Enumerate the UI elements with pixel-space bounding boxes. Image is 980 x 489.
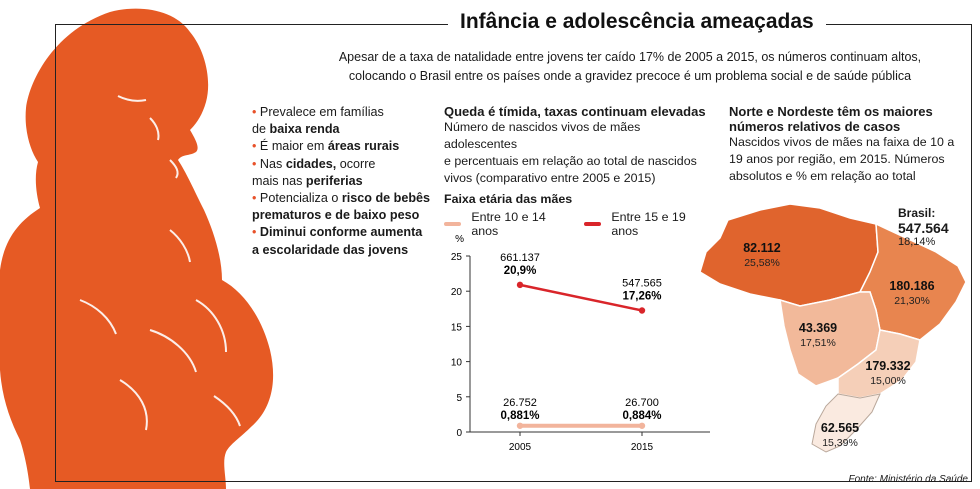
region-norte — [699, 203, 879, 307]
map-value-centro-oeste: 43.369 — [799, 321, 837, 335]
y-tick-label: 5 — [456, 393, 462, 404]
bullet-list: • Prevalece em famílias de baixa renda •… — [252, 104, 442, 259]
intro-text: Apesar de a taxa de natalidade entre jov… — [300, 48, 960, 86]
legend-item-15-19: Entre 15 e 19 anos — [584, 210, 702, 238]
map-pct-nordeste: 21,30% — [894, 295, 930, 307]
page-title: Infância e adolescência ameaçadas — [448, 10, 826, 34]
y-axis-label: % — [455, 234, 464, 245]
x-tick-label: 2005 — [509, 442, 532, 453]
data-label-count: 26.700 — [625, 397, 659, 409]
y-tick-label: 25 — [451, 252, 463, 263]
bullet-1-line-1: • Prevalece em famílias — [252, 105, 384, 119]
map-value-sul: 62.565 — [821, 421, 859, 435]
right-text-line: absolutos e % em relação ao total — [729, 169, 916, 183]
legend-title: Faixa etária das mães — [444, 192, 573, 206]
middle-text-line: Número de nascidos vivos de mães adolesc… — [444, 120, 641, 151]
y-tick-label: 10 — [451, 358, 463, 369]
data-label-pct: 20,9% — [504, 265, 537, 277]
bullet-3-line-2: mais nas periferias — [252, 173, 363, 188]
right-column: Norte e Nordeste têm os maiores números … — [729, 104, 969, 185]
middle-column: Queda é tímida, taxas continuam elevadas… — [444, 104, 714, 187]
bullet-4-line-2: prematuros e de baixo peso — [252, 208, 420, 223]
map-pct-centro-oeste: 17,51% — [800, 337, 836, 349]
right-text-line: 19 anos por região, em 2015. Números — [729, 152, 945, 166]
chart-legend: Faixa etária das mães Entre 10 e 14 anos… — [444, 192, 724, 238]
data-label-pct: 0,881% — [500, 410, 539, 422]
brazil-total-pct: 18,14% — [898, 236, 936, 248]
source-note: Fonte: Ministério da Saúde — [848, 474, 968, 485]
data-point — [516, 422, 524, 429]
y-tick-label: 20 — [451, 287, 463, 298]
map-value-nordeste: 180.186 — [889, 279, 934, 293]
bullet-2: • É maior em áreas rurais — [252, 139, 400, 154]
data-point — [516, 281, 524, 289]
middle-text-line: e percentuais em relação ao total de nas… — [444, 154, 697, 168]
data-label-pct: 0,884% — [622, 410, 661, 422]
data-point — [638, 422, 646, 429]
middle-heading: Queda é tímida, taxas continuam elevadas — [444, 104, 706, 119]
pregnant-woman-silhouette — [0, 8, 274, 489]
bullet-5-line-1: • Diminui conforme aumenta — [252, 225, 423, 240]
map-value-sudeste: 179.332 — [865, 359, 910, 373]
map-pct-sul: 15,39% — [822, 437, 858, 449]
brazil-total-label: Brasil: — [898, 206, 936, 220]
right-heading-line-1: Norte e Nordeste têm os maiores — [729, 104, 933, 119]
right-heading-line-2: números relativos de casos — [729, 119, 901, 134]
y-tick-label: 0 — [456, 428, 462, 439]
data-label-count: 661.137 — [500, 252, 540, 264]
brazil-map: 82.112 25,58% 180.186 21,30% 43.369 17,51% 179… — [699, 203, 967, 453]
brazil-total-value: 547.564 — [898, 220, 949, 236]
data-label-pct: 17,26% — [622, 290, 661, 302]
bullet-3-line-1: • Nas cidades, ocorre — [252, 156, 376, 171]
x-tick-label: 2015 — [631, 442, 654, 453]
data-label-count: 26.752 — [503, 397, 537, 409]
data-point — [638, 307, 646, 314]
intro-line-1: Apesar de a taxa de natalidade entre jov… — [338, 50, 922, 64]
map-value-norte: 82.112 — [743, 241, 781, 255]
bullet-4-line-1: • Potencializa o risco de bebês — [252, 191, 431, 206]
bullet-5-line-2: a escolaridade das jovens — [252, 242, 409, 257]
bullet-1-line-2: de baixa renda — [252, 122, 340, 137]
legend-item-10-14: Entre 10 e 14 anos — [444, 210, 562, 238]
region-sul — [811, 393, 881, 453]
data-label-count: 547.565 — [622, 277, 662, 289]
brazil-total: Brasil: 547.564 18,14% — [898, 206, 949, 248]
legend-swatch-10-14 — [444, 222, 462, 226]
middle-text: Número de nascidos vivos de mães adolesc… — [444, 119, 714, 187]
series-line-1 — [518, 283, 644, 312]
map-pct-norte: 25,58% — [744, 257, 780, 269]
middle-text-line: vivos (comparativo entre 2005 e 2015) — [444, 171, 656, 185]
y-tick-label: 15 — [451, 322, 463, 333]
right-text-line: Nascidos vivos de mães na faixa de 10 a — [729, 135, 955, 149]
map-pct-sudeste: 15,00% — [870, 375, 906, 387]
right-text: Nascidos vivos de mães na faixa de 10 a … — [729, 134, 969, 185]
intro-line-2: colocando o Brasil entre os países onde … — [348, 69, 912, 83]
legend-swatch-15-19 — [584, 222, 602, 226]
